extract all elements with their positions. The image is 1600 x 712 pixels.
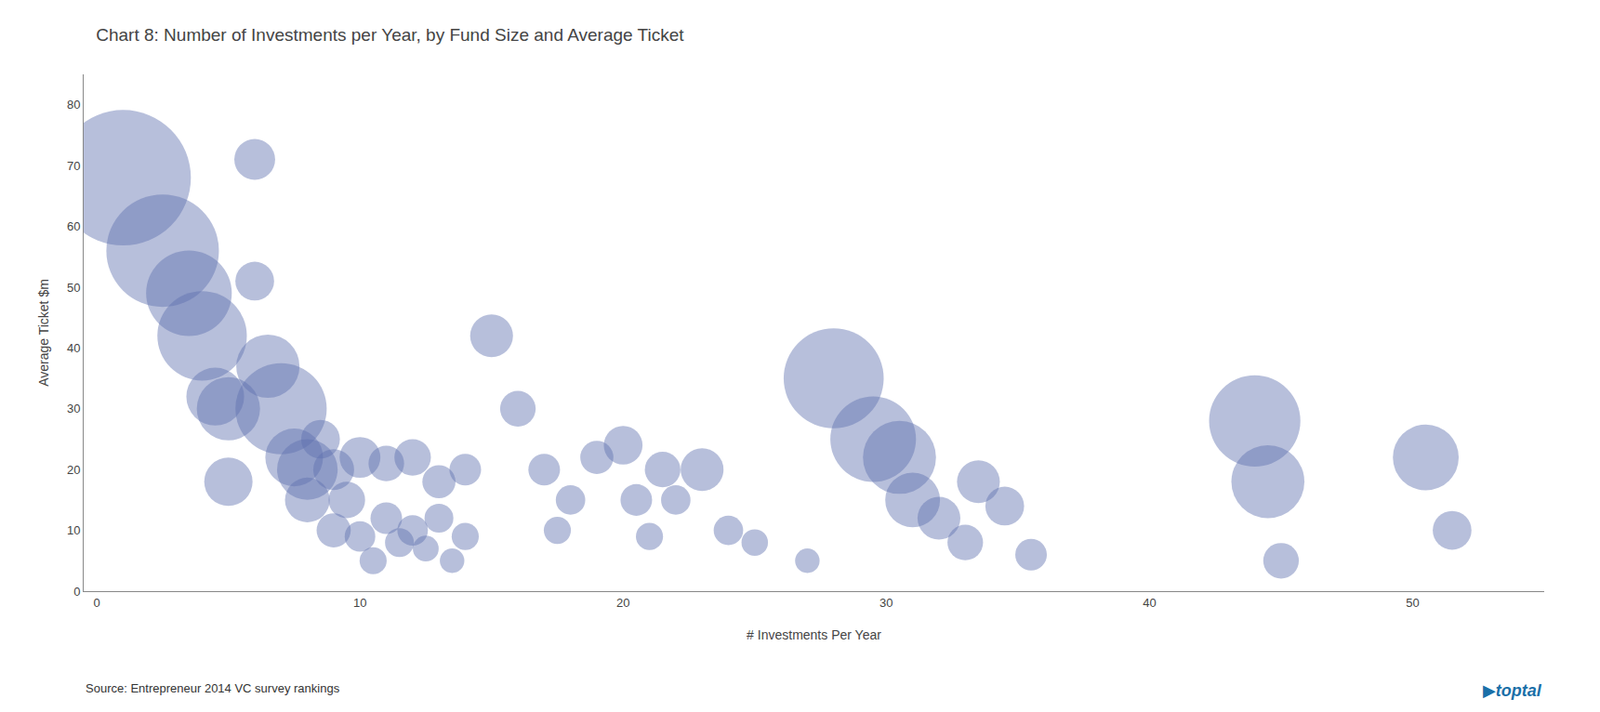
svg-text:Average Ticket $m: Average Ticket $m <box>36 278 52 387</box>
svg-text:20: 20 <box>66 462 80 477</box>
svg-text:0: 0 <box>73 584 80 599</box>
svg-text:80: 80 <box>66 97 80 112</box>
svg-text:50: 50 <box>1405 595 1419 610</box>
svg-text:Source: Entrepreneur 2014 VC s: Source: Entrepreneur 2014 VC survey rank… <box>85 681 341 696</box>
svg-text:10: 10 <box>66 523 80 538</box>
svg-text:▶toptal: ▶toptal <box>1482 681 1543 701</box>
svg-text:40: 40 <box>1142 595 1156 610</box>
svg-text:# Investments Per Year: # Investments Per Year <box>746 627 882 643</box>
svg-text:30: 30 <box>66 401 80 416</box>
svg-text:70: 70 <box>66 158 80 173</box>
svg-text:0: 0 <box>93 595 101 610</box>
svg-text:10: 10 <box>353 595 367 610</box>
svg-text:Chart 8: Number of Investments: Chart 8: Number of Investments per Year,… <box>95 25 685 45</box>
svg-text:20: 20 <box>616 595 630 610</box>
svg-text:50: 50 <box>66 279 80 294</box>
svg-text:40: 40 <box>66 341 80 356</box>
svg-text:30: 30 <box>879 595 893 610</box>
svg-text:60: 60 <box>66 219 80 234</box>
